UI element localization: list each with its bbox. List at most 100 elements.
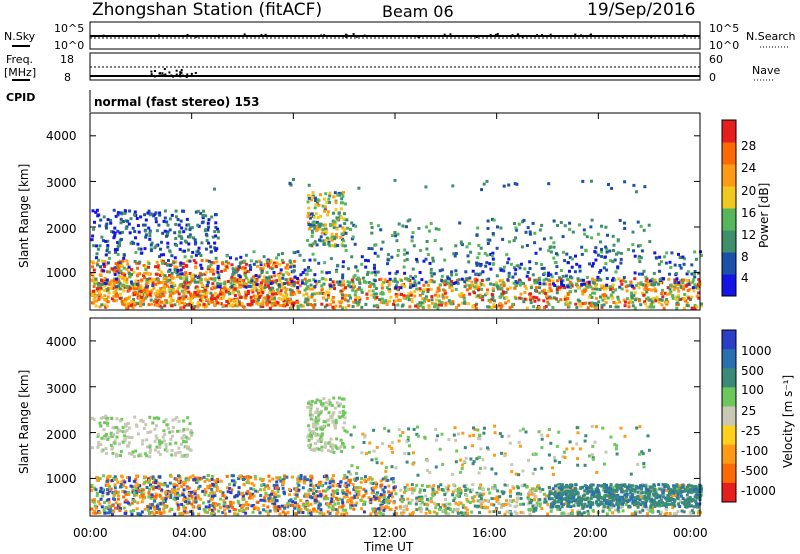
velocity-cell — [563, 512, 567, 516]
velocity-cell — [251, 510, 255, 514]
power-cell — [172, 288, 176, 292]
velocity-cell — [633, 492, 637, 496]
power-cell — [180, 289, 184, 293]
power-cell — [478, 293, 482, 297]
power-cell — [150, 277, 154, 281]
power-cell — [455, 306, 458, 309]
velocity-cell — [341, 501, 345, 505]
velocity-cell — [251, 492, 255, 496]
power-cell — [120, 275, 124, 279]
power-cell — [553, 261, 557, 264]
power-cell — [350, 237, 354, 241]
power-cell — [165, 263, 169, 267]
power-cell — [112, 295, 116, 299]
power-cell — [169, 297, 173, 301]
power-cell — [113, 248, 117, 252]
velocity-cell — [546, 512, 550, 516]
velocity-cell — [493, 483, 497, 487]
power-cell — [264, 296, 268, 300]
power-cell — [643, 300, 647, 304]
power-cell — [385, 303, 389, 306]
power-cell — [277, 276, 281, 280]
velocity-cell — [687, 504, 690, 508]
power-cell — [169, 294, 173, 298]
power-cell — [682, 306, 686, 310]
velocity-cell — [149, 506, 152, 510]
velocity-cell — [262, 498, 266, 502]
power-cell — [587, 280, 591, 284]
nave-point — [180, 69, 183, 72]
velocity-cell — [219, 479, 223, 483]
velocity-cell — [214, 484, 218, 488]
power-cell — [346, 226, 349, 230]
velocity-cell — [204, 505, 208, 509]
power-cell — [343, 286, 347, 290]
power-cell — [259, 283, 263, 287]
power-cell — [301, 271, 305, 274]
power-cell — [453, 254, 457, 258]
power-cell — [679, 266, 683, 270]
power-cell — [525, 274, 529, 278]
power-cell — [422, 283, 426, 287]
velocity-cell — [283, 512, 287, 516]
power-cell — [138, 291, 142, 295]
power-cell — [206, 221, 210, 225]
power-cell — [128, 286, 132, 290]
velocity-cell — [186, 487, 190, 491]
power-cell — [129, 241, 133, 245]
velocity-cell — [696, 505, 700, 509]
velocity-cell — [461, 503, 465, 507]
power-cell — [374, 243, 378, 247]
power-cell — [622, 276, 626, 280]
power-cell — [424, 257, 428, 261]
velocity-cell — [196, 476, 200, 480]
power-cell — [399, 286, 403, 290]
velocity-cell — [98, 477, 102, 481]
power-cell — [274, 265, 278, 268]
power-cell — [98, 224, 102, 228]
power-cell — [486, 288, 489, 292]
power-cell — [568, 221, 572, 225]
power-cell — [214, 221, 218, 225]
power-cell — [417, 281, 421, 285]
power-cell — [587, 282, 591, 286]
power-cell — [365, 296, 369, 300]
power-cell — [395, 270, 399, 274]
power-cell — [249, 259, 253, 263]
velocity-cell — [650, 495, 654, 499]
velocity-cell — [262, 508, 266, 512]
velocity-cell — [646, 512, 649, 516]
velocity-cell — [412, 488, 416, 492]
power-cell — [370, 247, 374, 251]
velocity-cell — [350, 503, 354, 507]
power-cell — [310, 287, 314, 291]
power-cell — [506, 278, 510, 282]
power-cell — [114, 299, 118, 303]
power-cell — [103, 303, 107, 307]
velocity-cell — [135, 474, 139, 478]
power-cell — [220, 269, 224, 273]
power-cell — [132, 298, 136, 301]
power-cell — [534, 251, 538, 255]
power-cell — [317, 279, 321, 283]
power-cell — [140, 251, 144, 255]
power-cell — [180, 237, 184, 240]
velocity-cell — [348, 497, 352, 501]
power-cell — [611, 287, 615, 290]
velocity-cell — [147, 492, 151, 496]
velocity-cell — [530, 508, 533, 512]
power-cell — [561, 250, 565, 254]
power-cell — [255, 301, 259, 305]
velocity-cell — [121, 483, 125, 487]
velocity-cell — [328, 485, 332, 489]
nsky-point — [157, 34, 160, 37]
power-cell — [289, 291, 293, 295]
power-cell — [93, 295, 97, 299]
velocity-cell — [519, 497, 523, 500]
nsky-label: N.Sky — [4, 30, 36, 43]
power-cell — [663, 255, 667, 259]
power-cell — [190, 255, 194, 259]
power-cell — [565, 252, 569, 256]
power-cell — [261, 305, 265, 308]
power-cell — [602, 284, 606, 288]
